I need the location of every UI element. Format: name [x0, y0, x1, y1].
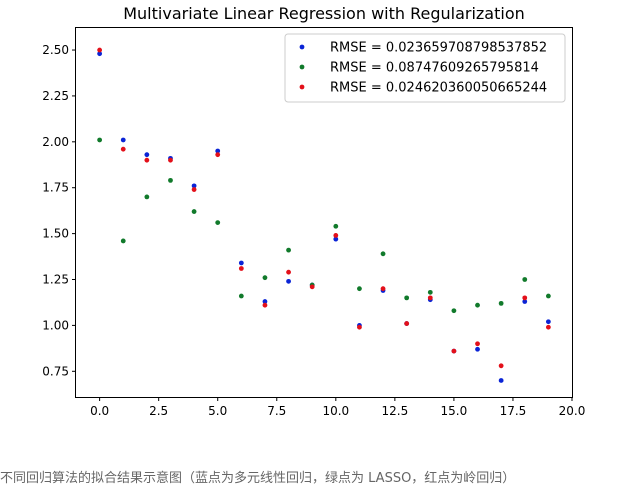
x-tick-label: 5.0 — [208, 404, 227, 418]
x-tick-label: 7.5 — [267, 404, 286, 418]
data-point-series-2 — [380, 251, 386, 257]
x-tick-label: 2.5 — [149, 404, 168, 418]
data-point-series-1 — [120, 137, 126, 143]
data-point-series-3 — [120, 146, 126, 152]
data-point-series-1 — [333, 236, 339, 242]
data-point-series-2 — [168, 177, 173, 183]
data-point-series-1 — [191, 183, 197, 189]
data-point-series-1 — [475, 346, 480, 352]
y-axis: 0.75 1.00 1.25 1.50 1.75 2.00 2.25 2.50 — [42, 43, 76, 378]
data-point-series-2 — [120, 238, 126, 244]
data-point-series-3 — [144, 157, 150, 163]
data-point-series-3 — [498, 363, 504, 369]
data-point-series-2 — [262, 275, 268, 281]
data-point-series-3 — [380, 286, 386, 292]
chart-title: Multivariate Linear Regression with Regu… — [123, 4, 525, 23]
x-tick-label: 12.5 — [381, 404, 408, 418]
data-point-series-3 — [238, 266, 244, 271]
data-point-series-2 — [522, 277, 528, 282]
y-tick-label: 2.50 — [42, 43, 69, 57]
y-tick-label: 2.25 — [42, 89, 69, 103]
y-tick-label: 2.00 — [42, 135, 69, 149]
y-tick-label: 0.75 — [42, 364, 69, 378]
data-point-series-3 — [97, 47, 103, 53]
legend-label-series-2: RMSE = 0.08747609265795814 — [330, 61, 539, 76]
legend-marker-series-3 — [299, 84, 305, 90]
data-point-series-3 — [215, 152, 221, 158]
figure-caption: 不同回归算法的拟合结果示意图（蓝点为多元线性回归，绿点为 LASSO，红点为岭回… — [0, 471, 516, 486]
plot-frame — [75, 27, 573, 398]
data-point-series-3 — [333, 233, 339, 238]
x-tick-label: 20.0 — [559, 404, 586, 418]
data-point-series-3 — [262, 302, 268, 308]
data-point-series-1 — [522, 299, 528, 304]
x-tick-label: 10.0 — [322, 404, 349, 418]
data-point-series-3 — [404, 321, 410, 326]
y-tick-label: 1.00 — [42, 318, 69, 332]
data-point-series-2 — [238, 293, 244, 299]
data-points — [97, 47, 551, 383]
data-point-series-3 — [357, 324, 362, 330]
data-point-series-3 — [545, 324, 551, 330]
data-point-series-3 — [475, 341, 480, 347]
data-point-series-2 — [404, 295, 410, 301]
scatter-chart: Multivariate Linear Regression with Regu… — [42, 4, 585, 418]
data-point-series-1 — [545, 319, 551, 325]
y-tick-label: 1.25 — [42, 273, 69, 287]
data-point-series-3 — [191, 187, 197, 192]
data-point-series-2 — [498, 300, 504, 306]
data-point-series-3 — [451, 348, 457, 354]
data-point-series-2 — [97, 137, 103, 143]
legend-label-series-3: RMSE = 0.024620360050665244 — [330, 81, 547, 96]
data-point-series-1 — [144, 152, 150, 158]
x-axis: 0.0 2.5 5.0 7.5 10.0 12.5 15.0 17.5 20.0 — [90, 397, 585, 418]
y-tick-label: 1.75 — [42, 181, 69, 195]
data-point-series-3 — [286, 269, 291, 275]
data-point-series-1 — [238, 260, 244, 266]
data-point-series-1 — [262, 299, 268, 304]
x-tick-label: 0.0 — [90, 404, 109, 418]
data-point-series-3 — [522, 295, 528, 301]
y-tick-label: 1.50 — [42, 227, 69, 241]
legend-marker-series-2 — [299, 64, 305, 70]
data-point-series-2 — [215, 220, 221, 225]
legend: RMSE = 0.023659708798537852 RMSE = 0.0874… — [284, 33, 566, 103]
data-point-series-2 — [427, 289, 433, 295]
data-point-series-1 — [286, 278, 291, 284]
data-point-series-2 — [286, 247, 291, 253]
data-point-series-2 — [475, 302, 480, 308]
data-point-series-3 — [168, 157, 173, 163]
x-tick-label: 17.5 — [500, 404, 527, 418]
data-point-series-1 — [97, 51, 103, 57]
data-point-series-1 — [498, 378, 504, 383]
legend-box — [284, 33, 566, 103]
data-point-series-2 — [451, 308, 457, 314]
legend-marker-series-1 — [299, 44, 305, 50]
data-point-series-3 — [309, 284, 315, 290]
data-point-series-1 — [215, 148, 221, 154]
data-point-series-2 — [545, 293, 551, 299]
data-point-series-2 — [357, 286, 362, 292]
data-point-series-2 — [333, 223, 339, 229]
data-point-series-2 — [144, 194, 150, 200]
x-tick-label: 15.0 — [441, 404, 468, 418]
data-point-series-3 — [427, 295, 433, 301]
legend-label-series-1: RMSE = 0.023659708798537852 — [330, 41, 547, 56]
data-point-series-2 — [191, 209, 197, 214]
